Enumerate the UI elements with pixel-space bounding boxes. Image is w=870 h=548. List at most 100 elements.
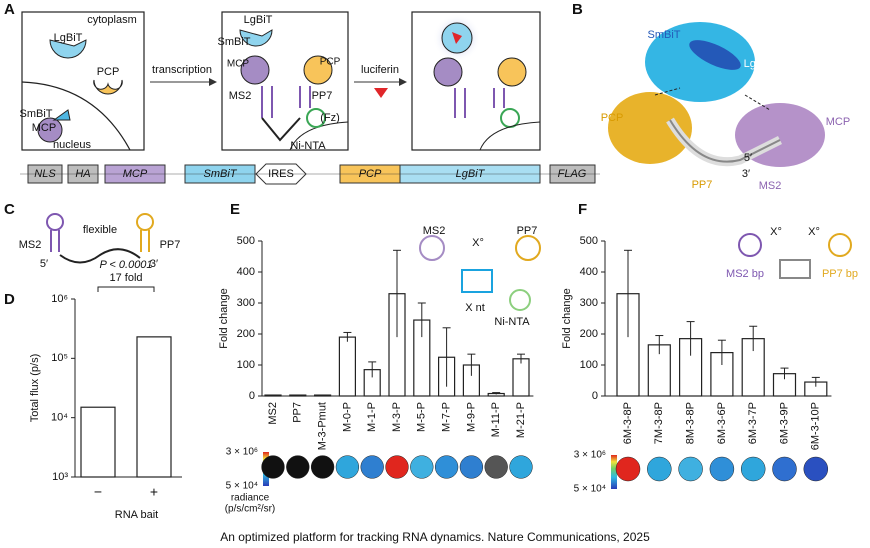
label: X°: [770, 226, 782, 238]
label: MCP: [32, 122, 56, 134]
radiance-image: [740, 456, 766, 482]
y-axis-label: Fold change: [218, 288, 230, 349]
radiance-image: [709, 456, 735, 482]
radiance-image: [484, 455, 508, 479]
ms2-loop: [419, 235, 445, 261]
radiance-image: [385, 455, 409, 479]
structure: [608, 22, 825, 167]
segment-label: PCP: [359, 168, 382, 180]
label: MS2: [19, 239, 42, 251]
x-tick-label: M-7-P: [441, 402, 453, 432]
radiance-image: [678, 456, 703, 482]
colorbar-label: radiance: [231, 493, 270, 504]
pcp-shape: [497, 57, 527, 87]
ms2-stem: [50, 230, 60, 252]
y-tick-label: 400: [580, 266, 598, 278]
pp7-stem: [140, 230, 150, 252]
segment-label: LgBiT: [456, 168, 486, 180]
label: SmBiT: [218, 36, 251, 48]
label: 5′: [40, 258, 48, 270]
lgbit-shape: [239, 29, 273, 47]
x-tick-label: 7M-3-8P: [653, 402, 665, 444]
radiance-image: [310, 455, 335, 479]
label: PCP: [601, 112, 624, 124]
label: PCP: [97, 66, 120, 78]
label: Ni-NTA: [290, 140, 326, 152]
pcp-shape: [93, 79, 123, 95]
label: MCP: [227, 59, 250, 70]
arrow-label: luciferin: [361, 64, 399, 76]
nucleus-membrane: [21, 81, 131, 151]
label: MS2: [759, 180, 782, 192]
nucleus-membrane: [479, 121, 541, 151]
label: MS2: [229, 90, 252, 102]
label: MS2 bp: [726, 268, 764, 280]
label: X nt: [465, 302, 485, 314]
pp7-loop: [136, 213, 154, 231]
x-tick-label: 6M-3-6P: [716, 402, 728, 444]
radiance-image: [410, 455, 434, 479]
y-tick-label: 200: [237, 328, 255, 340]
x-tick-label: 8M-3-8P: [685, 402, 697, 444]
lgbit-shape: [49, 39, 87, 59]
pcp-shape: [303, 55, 333, 85]
linker: [654, 87, 681, 96]
bar: [338, 336, 356, 397]
y-tick-label: 10⁴: [51, 412, 68, 424]
inset-diagram: [419, 235, 541, 311]
segment-label: IRES: [268, 168, 294, 180]
label: LgBiT: [54, 32, 83, 44]
label: 3′: [742, 168, 750, 180]
label: PP7: [517, 225, 538, 237]
y-tick-label: 0: [592, 390, 598, 402]
label: 5′: [744, 152, 752, 164]
rna-structure: [669, 119, 781, 163]
y-tick-label: 400: [237, 266, 255, 278]
y-axis-label: Fold change: [561, 288, 573, 349]
panel-label: D: [4, 291, 15, 308]
radiance-image: [772, 456, 797, 482]
colorbar-label: 3 × 10⁶: [226, 447, 258, 458]
x-nt-stem: [461, 269, 493, 293]
x-tick-label: M-9-P: [465, 402, 477, 432]
label: LgBiT: [244, 14, 273, 26]
x-tick-label: 6M-3-8P: [622, 402, 634, 444]
y-tick-label: 100: [580, 359, 598, 371]
x-tick-label: MS2: [267, 402, 279, 425]
segment-label: NLS: [34, 168, 56, 180]
panel-label: E: [230, 201, 240, 218]
x-tick-label: M-1-P: [366, 402, 378, 432]
x-tick-label: 6M-3-7P: [747, 402, 759, 444]
rna-stem: [261, 86, 311, 118]
colorbar-label: (p/s/cm²/sr): [225, 504, 276, 515]
rna-stem: [261, 117, 301, 142]
luciferin-icon: [452, 32, 462, 44]
label: Ni-NTA: [494, 316, 530, 328]
segment-label: HA: [75, 168, 90, 180]
x-tick-label: +: [150, 484, 158, 500]
panel-label: B: [572, 1, 583, 18]
colorbar-label: 5 × 10⁴: [226, 481, 258, 492]
label: MS2: [423, 225, 446, 237]
label: flexible: [83, 224, 117, 236]
segment-label: FLAG: [558, 168, 587, 180]
ms2-loop: [46, 213, 64, 231]
mcp-shape: [37, 117, 63, 143]
radiance-image: [509, 455, 533, 479]
mcp-shape: [433, 57, 463, 87]
x-tick-label: −: [94, 484, 102, 500]
label: (Fz): [320, 112, 340, 124]
label: SmBiT: [20, 108, 53, 120]
luciferin-icon: [374, 88, 388, 98]
ni-nta-loop: [500, 108, 520, 128]
smbit-surface: [689, 40, 741, 70]
segment: [67, 164, 99, 184]
pp7-loop: [515, 235, 541, 261]
x-axis-label: RNA bait: [115, 509, 158, 521]
segment-label: MCP: [123, 168, 148, 180]
nucleus-membrane: [289, 121, 349, 151]
caption: An optimized platform for tracking RNA d…: [220, 530, 650, 544]
diagram-box: [221, 11, 349, 151]
x-tick-label: M-11-P: [490, 402, 502, 437]
